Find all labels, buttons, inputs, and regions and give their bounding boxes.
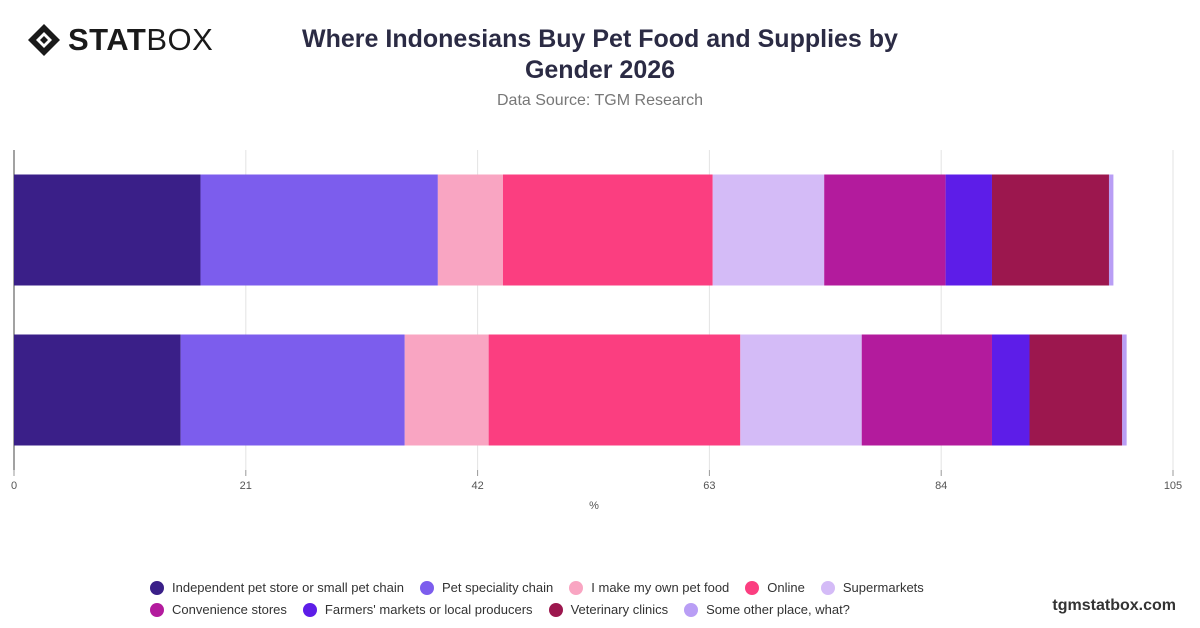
x-tick-label: 105 [1164,480,1182,492]
legend-swatch [548,603,563,617]
bar-segment [991,334,1030,446]
bar-segment [861,334,992,446]
legend-label: Convenience stores [172,602,287,617]
bar-segment [1108,174,1114,286]
legend-item[interactable]: Pet speciality chain [419,580,554,596]
x-tick-label: 0 [11,480,17,492]
legend-item[interactable]: Independent pet store or small pet chain [150,580,404,596]
bar-segment [180,334,405,446]
legend-swatch [150,603,164,617]
legend-item[interactable]: Convenience stores [150,602,287,618]
legend-label: Farmers' markets or local producers [324,602,533,617]
x-tick-label: 42 [471,480,483,492]
bar-segment [14,174,201,286]
bar-segment [14,334,181,446]
legend-item[interactable]: Farmers' markets or local producers [302,602,533,618]
logo-text-bold: STAT [68,22,147,57]
legend-item[interactable]: Some other place, what? [684,602,850,618]
legend-label: Supermarkets [842,580,924,595]
logo-wordmark: STATBOX [68,22,213,58]
diamond-logo-icon [28,24,60,56]
chart-legend: Independent pet store or small pet chain… [150,580,1070,618]
bar-segment [502,174,713,286]
chart-title: Where Indonesians Buy Pet Food and Suppl… [302,25,898,84]
legend-swatch [684,603,699,617]
bar-segment [404,334,489,446]
bar-segment [712,174,825,286]
legend-swatch [569,581,584,595]
bar-segment [824,174,946,286]
bar-segment [488,334,741,446]
legend-swatch [150,581,164,595]
legend-label: Veterinary clinics [570,602,669,617]
legend-label: I make my own pet food [591,580,730,595]
legend-item[interactable]: Supermarkets [820,580,924,596]
logo-text-light: BOX [146,22,214,57]
statbox-logo: STATBOX [26,22,213,58]
legend-item[interactable]: I make my own pet food [569,580,729,596]
legend-swatch [745,581,760,595]
bar-segment [991,174,1109,286]
legend-item[interactable]: Veterinary clinics [548,602,669,618]
x-axis-label: % [589,500,599,512]
legend-label: Pet speciality chain [441,580,554,595]
legend-label: Online [767,580,805,595]
bar-segment [1122,334,1127,446]
x-tick-label: 63 [703,480,715,492]
legend-swatch [419,581,434,595]
bar-segment [945,174,992,286]
bar-segment [200,174,438,286]
x-tick-label: 84 [935,480,947,492]
legend-swatch [302,603,317,617]
legend-label: Independent pet store or small pet chain [172,580,404,595]
bar-segment [437,174,503,286]
legend-swatch [820,581,835,595]
legend-label: Some other place, what? [706,602,850,617]
legend-item[interactable]: Online [745,580,805,596]
stacked-bar-chart: 0 21 42 63 84 105% [11,150,1182,512]
chart-subtitle: Data Source: TGM Research [496,92,703,109]
bar-segment [1029,334,1123,446]
bar-segment [740,334,862,446]
x-tick-label: 21 [240,480,252,492]
brand-url: tgmstatbox.com [1052,597,1176,614]
